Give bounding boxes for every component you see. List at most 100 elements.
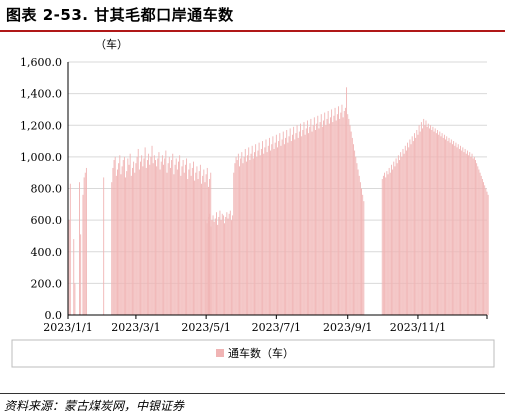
- bar: [250, 153, 252, 315]
- bar: [217, 224, 219, 315]
- bar: [251, 145, 253, 315]
- bar: [418, 125, 420, 315]
- bar: [168, 156, 170, 315]
- bar: [323, 120, 324, 315]
- bar: [206, 223, 208, 315]
- bar: [202, 175, 204, 315]
- bar: [346, 87, 348, 315]
- bar: [175, 158, 177, 315]
- bar: [133, 161, 135, 315]
- bar: [196, 166, 198, 315]
- bar: [445, 139, 447, 315]
- bar: [140, 161, 141, 315]
- bar: [157, 158, 159, 315]
- bar: [486, 191, 488, 315]
- bar: [112, 167, 114, 315]
- bar: [267, 145, 269, 315]
- bar: [114, 156, 116, 315]
- bar: [257, 150, 259, 315]
- bar: [389, 172, 391, 315]
- bar: [136, 156, 138, 315]
- bar: [407, 142, 409, 315]
- bar: [301, 136, 303, 315]
- bar: [243, 156, 245, 315]
- bar: [239, 166, 240, 315]
- bar: [480, 175, 482, 315]
- bar: [470, 156, 472, 315]
- bar: [117, 169, 118, 315]
- bar: [455, 142, 457, 315]
- bar: [405, 150, 407, 315]
- bar: [410, 144, 412, 315]
- bar: [229, 210, 231, 315]
- bar: [197, 179, 199, 315]
- bar: [481, 179, 483, 315]
- bar: [123, 156, 125, 315]
- bar: [341, 104, 343, 315]
- bar: [252, 158, 254, 315]
- bar: [431, 129, 433, 315]
- bar: [471, 153, 473, 315]
- bar: [392, 169, 394, 315]
- bar: [204, 182, 206, 315]
- bar: [394, 166, 396, 315]
- bar: [235, 156, 237, 315]
- bar: [213, 221, 215, 315]
- bar: [349, 125, 351, 315]
- bar: [356, 163, 358, 315]
- bar: [263, 153, 265, 315]
- bar: [84, 172, 86, 315]
- bar: [142, 166, 144, 315]
- bar: [319, 122, 321, 316]
- bar: [387, 174, 389, 315]
- bar: [312, 125, 314, 315]
- bar: [412, 141, 414, 315]
- bar: [163, 164, 164, 315]
- bar: [353, 144, 354, 315]
- bar: [148, 153, 150, 315]
- bar: [113, 160, 115, 315]
- bar: [153, 155, 155, 315]
- x-tick-label: 2023/9/1: [323, 321, 372, 334]
- bar: [333, 115, 335, 315]
- bar: [404, 145, 406, 315]
- bar: [156, 166, 158, 315]
- bar: [435, 133, 437, 315]
- bar: [384, 172, 386, 315]
- bar: [199, 164, 201, 315]
- bar: [134, 172, 136, 315]
- bar: [273, 148, 275, 315]
- bar: [304, 134, 306, 315]
- bar: [282, 131, 284, 315]
- bar: [324, 112, 326, 315]
- bar: [249, 160, 251, 315]
- bar: [483, 182, 484, 315]
- bar: [300, 123, 301, 315]
- bar: [129, 153, 131, 315]
- bar: [205, 220, 207, 315]
- bar: [320, 114, 322, 316]
- bar: [446, 136, 448, 315]
- bar: [415, 137, 417, 315]
- bar: [351, 137, 353, 315]
- bar: [264, 147, 266, 315]
- bar: [244, 148, 246, 315]
- bar: [342, 117, 344, 315]
- bar: [414, 133, 415, 315]
- bar: [287, 142, 289, 315]
- bar: [311, 131, 313, 315]
- bar: [226, 212, 228, 315]
- bar: [469, 152, 471, 315]
- bar: [318, 128, 320, 315]
- bar: [132, 167, 133, 315]
- bar: [228, 213, 230, 315]
- bar: [359, 182, 361, 315]
- bar: [309, 126, 311, 315]
- bar: [268, 137, 270, 315]
- bar: [176, 169, 178, 315]
- bar: [271, 144, 273, 315]
- bar: [487, 194, 489, 315]
- bar: [424, 125, 426, 315]
- bar: [452, 144, 453, 315]
- bar: [242, 163, 244, 315]
